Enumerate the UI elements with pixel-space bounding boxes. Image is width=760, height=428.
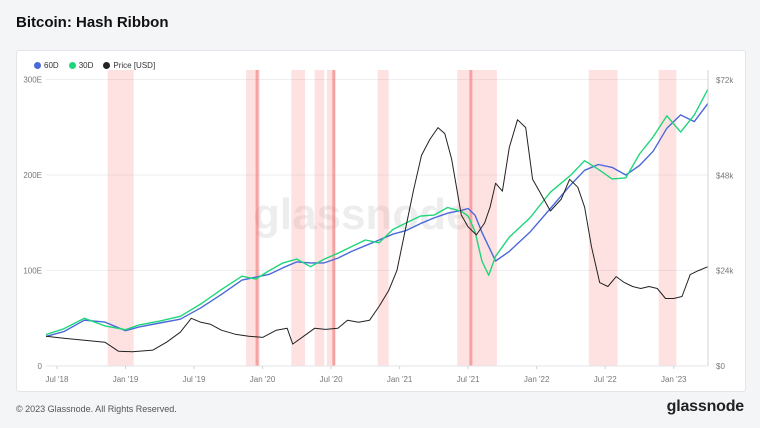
band-marker	[469, 70, 473, 366]
x-tick-label: Jul '18	[46, 375, 69, 384]
y-right-tick-label: $0	[716, 362, 725, 371]
y-right-tick-label: $72k	[716, 76, 734, 85]
legend-label-60d: 60D	[44, 60, 59, 70]
x-tick-label: Jan '23	[661, 375, 687, 384]
legend-swatch-30d	[68, 61, 76, 69]
series-line-30d	[45, 88, 709, 336]
capitulation-band	[588, 70, 600, 366]
capitulation-band	[326, 70, 336, 366]
capitulation-band	[107, 70, 134, 366]
x-tick-label: Jul '21	[457, 375, 480, 384]
capitulation-bands	[107, 70, 677, 366]
legend-item-60d[interactable]: 60D	[34, 61, 59, 70]
series-line-60d	[45, 102, 709, 338]
legend-swatch-price	[103, 61, 111, 69]
legend-label-30d: 30D	[78, 60, 94, 70]
x-tick-label: Jul '19	[183, 375, 206, 384]
band-marker	[255, 70, 259, 366]
chart-legend: 60D 30D Price [USD]	[34, 58, 155, 72]
y-left-tick-label: 200E	[23, 171, 42, 180]
x-tick-label: Jan '22	[524, 375, 550, 384]
capitulation-band	[377, 70, 389, 366]
y-right-tick-label: $48k	[716, 171, 734, 180]
chart-card	[16, 50, 746, 392]
band-marker	[332, 70, 336, 366]
glassnode-logo[interactable]: glassnode	[666, 398, 745, 415]
capitulation-band	[658, 70, 677, 366]
legend-swatch-60d	[34, 61, 41, 69]
x-tick-label: Jan '21	[387, 375, 413, 384]
y-right-tick-label: $24k	[716, 267, 734, 276]
page-title: Bitcoin: Hash Ribbon	[16, 14, 169, 31]
x-tick-label: Jul '22	[594, 375, 617, 384]
x-tick-label: Jan '20	[250, 375, 276, 384]
y-left-tick-label: 300E	[23, 76, 42, 85]
legend-item-30d[interactable]: 30D	[68, 60, 94, 70]
series-lines	[45, 88, 709, 353]
x-tick-label: Jan '19	[113, 375, 139, 384]
y-left-tick-label: 0	[38, 362, 43, 371]
capitulation-band	[599, 70, 618, 366]
legend-item-price[interactable]: Price [USD]	[103, 61, 155, 70]
y-left-tick-label: 100E	[23, 267, 42, 276]
capitulation-band	[291, 70, 306, 366]
series-line-price-usd	[45, 119, 709, 353]
x-tick-label: Jul '20	[320, 375, 343, 384]
legend-label-price: Price [USD]	[113, 60, 156, 70]
copyright-footer: © 2023 Glassnode. All Rights Reserved.	[16, 404, 177, 414]
axes: 0 100E 200E 300E $0 $24k $48k $72k Jul '18 Jan '1…	[23, 70, 734, 384]
capitulation-band	[314, 70, 325, 366]
